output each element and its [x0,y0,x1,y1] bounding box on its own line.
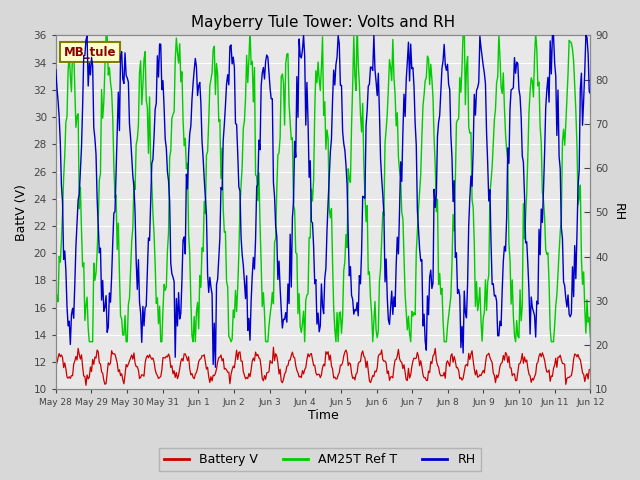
Legend: Battery V, AM25T Ref T, RH: Battery V, AM25T Ref T, RH [159,448,481,471]
Text: MB_tule: MB_tule [64,46,116,59]
Y-axis label: BattV (V): BattV (V) [15,184,28,241]
X-axis label: Time: Time [308,409,339,422]
Title: Mayberry Tule Tower: Volts and RH: Mayberry Tule Tower: Volts and RH [191,15,455,30]
Y-axis label: RH: RH [612,204,625,221]
